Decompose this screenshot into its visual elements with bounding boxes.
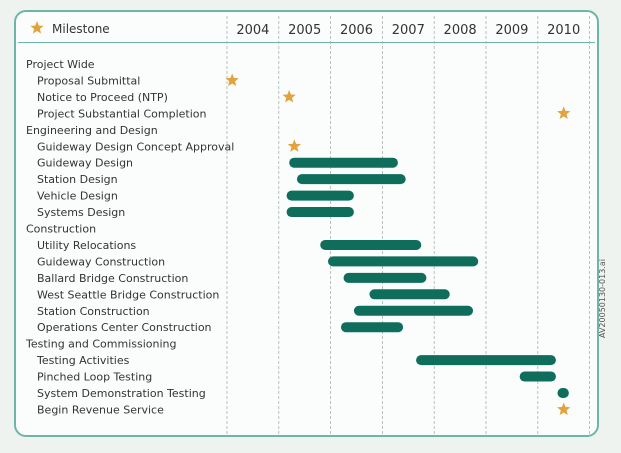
milestone-star-icon: [282, 89, 296, 103]
year-tick-label: 2004: [236, 23, 269, 38]
task-bar: [343, 272, 427, 283]
task-label: Testing Activities: [36, 354, 130, 367]
task-label: Notice to Proceed (NTP): [37, 91, 168, 104]
year-tick-label: 2007: [392, 23, 425, 38]
year-tick-label: 2009: [495, 23, 528, 38]
task-bar: [416, 355, 556, 366]
year-tick-label: 2008: [444, 23, 477, 38]
task-label: Pinched Loop Testing: [37, 371, 152, 384]
group-label: Testing and Commissioning: [25, 338, 177, 351]
milestone-star-icon: [557, 402, 571, 416]
task-label: Station Design: [37, 173, 118, 186]
year-tick-label: 2010: [547, 23, 580, 38]
task-label: Ballard Bridge Construction: [37, 272, 188, 285]
task-bar: [328, 256, 479, 267]
task-label: Vehicle Design: [37, 190, 118, 203]
task-label: Guideway Design: [37, 157, 133, 170]
year-tick-label: 2005: [288, 23, 321, 38]
task-bar: [320, 239, 422, 250]
task-label: Utility Relocations: [37, 239, 136, 252]
chart-frame: [14, 10, 599, 437]
task-label: Guideway Design Concept Approval: [37, 140, 234, 153]
task-bar: [286, 207, 354, 218]
task-bar: [353, 305, 474, 316]
task-label: Systems Design: [37, 206, 125, 219]
document-code: AV20050130-013.ai: [598, 259, 607, 338]
task-bar: [369, 289, 450, 300]
task-label: West Seattle Bridge Construction: [37, 288, 219, 301]
star-icon: [30, 21, 44, 34]
task-label: Station Construction: [37, 305, 150, 318]
task-bar: [557, 388, 569, 398]
task-bar: [296, 174, 406, 185]
task-bar: [289, 157, 398, 168]
task-label: Operations Center Construction: [37, 321, 212, 334]
milestone-star-icon: [225, 73, 239, 87]
legend-label: Milestone: [52, 22, 110, 36]
task-label: Proposal Submittal: [37, 74, 140, 87]
task-label: Begin Revenue Service: [37, 403, 164, 416]
task-label: System Demonstration Testing: [37, 387, 206, 400]
group-label: Construction: [26, 223, 96, 236]
task-label: Guideway Construction: [37, 255, 165, 268]
group-label: Project Wide: [26, 58, 95, 71]
year-tick-label: 2006: [340, 23, 373, 38]
milestone-star-icon: [287, 139, 301, 152]
task-bar: [519, 371, 556, 382]
milestone-star-icon: [557, 106, 571, 120]
task-bar: [286, 190, 354, 201]
group-label: Engineering and Design: [26, 124, 158, 137]
task-label: Project Substantial Completion: [37, 107, 207, 120]
chart-header: [18, 15, 595, 43]
task-bar: [340, 322, 404, 333]
